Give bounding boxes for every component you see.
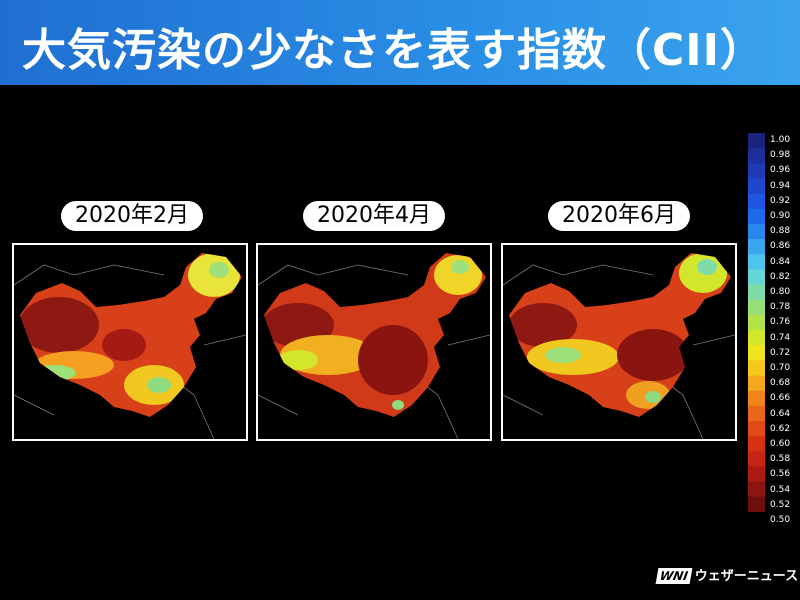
colorbar-segment <box>748 223 765 240</box>
colorbar-segment <box>748 163 765 179</box>
colorbar-label: 0.86 <box>770 241 791 252</box>
colorbar-label: 0.66 <box>770 393 791 404</box>
map <box>14 253 246 439</box>
colorbar-segment <box>748 193 765 210</box>
colorbar-segment <box>748 148 765 164</box>
map-panel <box>256 243 492 441</box>
logo-mark: WNI <box>655 568 693 584</box>
colorbar-label: 0.80 <box>770 287 791 297</box>
colorbar-segment <box>748 284 765 301</box>
colorbar-label: 0.82 <box>770 271 791 282</box>
colorbar-label: 0.94 <box>770 180 791 191</box>
colorbar <box>748 133 765 512</box>
colorbar-label: 0.56 <box>770 469 791 480</box>
colorbar-segment <box>748 481 765 498</box>
colorbar-segment <box>748 208 765 225</box>
panel-label: 2020年4月 <box>303 201 445 231</box>
title-bar: 大気汚染の少なさを表す指数（CII） <box>0 0 800 85</box>
colorbar-label: 0.60 <box>770 439 791 449</box>
colorbar-label: 0.68 <box>770 378 791 389</box>
colorbar-segment <box>748 451 765 468</box>
panel-label: 2020年2月 <box>61 201 203 231</box>
colorbar-segment <box>748 269 765 286</box>
colorbar-label: 0.54 <box>770 484 791 495</box>
colorbar-label: 0.72 <box>770 347 791 358</box>
map <box>258 253 490 439</box>
panel-label: 2020年6月 <box>548 201 690 231</box>
colorbar-segment <box>748 405 765 422</box>
colorbar-label: 0.64 <box>770 408 791 419</box>
map <box>503 253 735 439</box>
colorbar-segment <box>748 314 765 331</box>
colorbar-segment <box>748 375 765 392</box>
colorbar-label: 0.50 <box>770 515 791 525</box>
logo: WNI ウェザーニュース <box>655 565 799 584</box>
colorbar-segment <box>748 178 765 195</box>
colorbar-label: 0.88 <box>770 226 791 237</box>
colorbar-segment <box>748 239 765 255</box>
colorbar-segment <box>748 133 765 149</box>
colorbar-segment <box>748 436 765 452</box>
colorbar-segment <box>748 254 765 270</box>
map-panel <box>501 243 737 441</box>
colorbar-label: 0.74 <box>770 332 791 343</box>
colorbar-label: 0.76 <box>770 317 791 328</box>
colorbar-segment <box>748 299 765 316</box>
colorbar-segment <box>748 360 765 377</box>
colorbar-label: 0.70 <box>770 363 791 373</box>
colorbar-label: 0.58 <box>770 454 791 465</box>
colorbar-label: 1.00 <box>770 135 791 145</box>
colorbar-label: 0.52 <box>770 499 791 510</box>
colorbar-label: 0.92 <box>770 195 791 206</box>
logo-text: ウェザーニュース <box>694 569 799 584</box>
title: 大気汚染の少なさを表す指数（CII） <box>22 25 766 76</box>
colorbar-segment <box>748 466 765 483</box>
colorbar-segment <box>748 345 765 361</box>
colorbar-label: 0.62 <box>770 423 791 434</box>
colorbar-segment <box>748 390 765 407</box>
colorbar-segment <box>748 496 765 512</box>
colorbar-label: 0.96 <box>770 165 791 176</box>
colorbar-segment <box>748 330 765 346</box>
colorbar-segment <box>748 421 765 437</box>
colorbar-label: 0.78 <box>770 302 791 313</box>
map-panel <box>12 243 248 441</box>
colorbar-label: 0.98 <box>770 150 791 161</box>
colorbar-label: 0.90 <box>770 211 791 221</box>
colorbar-label: 0.84 <box>770 256 791 267</box>
